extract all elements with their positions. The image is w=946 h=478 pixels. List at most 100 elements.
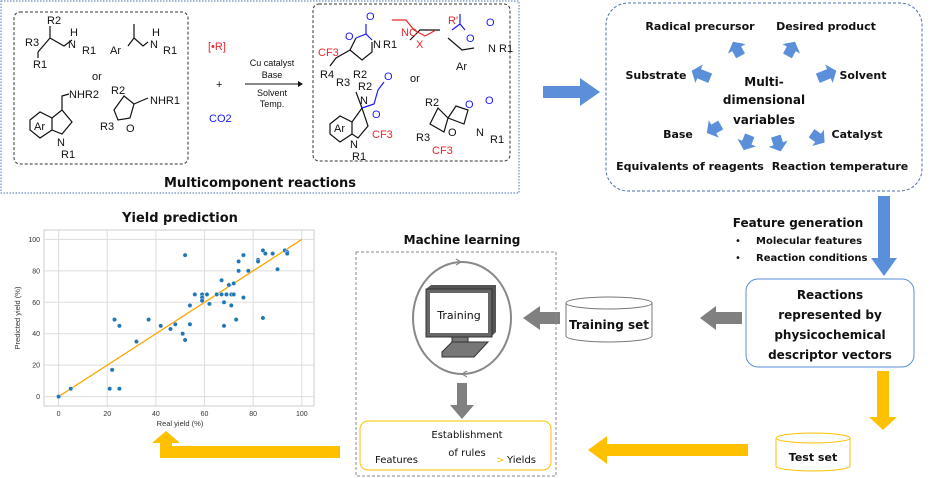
n-label: N: [476, 127, 484, 139]
variable-desired-product: Desired product: [776, 20, 876, 33]
catalyst-condition: Cu catalyst: [250, 58, 295, 68]
data-point: [199, 298, 205, 304]
r3-label: R3: [336, 77, 350, 89]
chart-title: Yield prediction: [121, 211, 238, 226]
data-point: [182, 252, 188, 258]
center-label-line3: variables: [733, 113, 795, 127]
n-label: N: [68, 39, 76, 51]
o-label: O: [466, 33, 475, 45]
variable-solvent: Solvent: [840, 69, 887, 82]
reactions-box-line3: physicochemical: [774, 328, 885, 342]
substrates-box: [13, 11, 189, 165]
r4-label: R4: [320, 69, 334, 81]
x-tick-label: 40: [152, 411, 160, 418]
radical-label: [•R]: [208, 41, 226, 53]
r3-label: R3: [25, 37, 39, 49]
y-ticks: 0 20 40 60 80 100: [28, 237, 40, 401]
bullet-reaction-conditions: Reaction conditions: [756, 253, 868, 264]
cf3-label: CF3: [432, 145, 453, 157]
radial-arrow-icon: [737, 133, 757, 151]
test-set-cylinder: Test set: [775, 432, 851, 472]
data-point: [224, 292, 229, 297]
data-point: [187, 303, 193, 308]
data-point: [207, 301, 212, 307]
data-point: [236, 268, 241, 274]
data-point: [236, 259, 241, 264]
x-tick-label: 0: [57, 411, 61, 418]
r2-label: R2: [111, 85, 125, 97]
data-point: [255, 259, 261, 264]
yield-prediction-chart: Yield prediction 0 20 40 60 80 100 0 20 40 60 80 1…: [13, 211, 315, 428]
data-points: [56, 248, 290, 399]
x-tick-label: 20: [103, 411, 111, 418]
data-point: [158, 323, 164, 329]
x-tick-label: 60: [201, 411, 209, 418]
y-tick-label: 100: [28, 237, 40, 244]
o-label: O: [345, 31, 354, 43]
reactions-box-line4: descriptor vectors: [768, 348, 892, 362]
n-label: N: [57, 137, 65, 149]
arrow-up-icon: [152, 431, 340, 458]
feature-generation: Feature generation • Molecular features …: [733, 216, 868, 264]
x-axis-label: Real yield (%): [157, 419, 204, 428]
solvent-condition: Solvent: [257, 88, 288, 98]
data-point: [117, 386, 122, 392]
plus-label: +: [216, 79, 222, 91]
variable-temperature: Reaction temperature: [772, 160, 908, 173]
bullet-molecular-features: Molecular features: [756, 236, 862, 247]
r2-label: R2: [425, 97, 439, 109]
reactions-panel: R3 R2 R1 H N R1 Ar H N R1 or NHR2 R2 Ar …: [0, 0, 520, 194]
data-point: [221, 299, 227, 305]
data-point: [117, 323, 122, 329]
machine-learning-title: Machine learning: [404, 233, 521, 247]
ar-label: Ar: [110, 45, 121, 57]
product-structures: CF3 R4 R3 R2 O O N R1 NC X R' O O N R1 A…: [318, 11, 513, 163]
ar-label: Ar: [456, 61, 467, 73]
o-label: O: [486, 17, 495, 29]
y-axis-label: Predicted yield (%): [13, 286, 22, 349]
radial-arrow-icon: [727, 41, 746, 59]
reaction-conditions: Cu catalyst Base Solvent Temp.: [245, 58, 303, 109]
data-point: [109, 367, 115, 373]
o-label: O: [485, 95, 494, 107]
base-condition: Base: [262, 70, 283, 80]
temp-condition: Temp.: [260, 99, 285, 109]
reactions-box-line1: Reactions: [797, 288, 863, 302]
data-point: [231, 281, 237, 286]
cf3-label: CF3: [318, 47, 339, 59]
rules-box-line2: of rules: [448, 448, 485, 459]
r2-label: R2: [47, 15, 61, 27]
arrow-left-icon: [523, 306, 560, 330]
yields-label: Yields: [506, 455, 536, 466]
co2-label: CO2: [209, 113, 232, 125]
monitor-training-label: Training: [436, 309, 480, 322]
rules-box-line1: Establishment: [431, 430, 502, 441]
training-set-cylinder: Training set: [565, 296, 653, 343]
x-label: X: [416, 39, 424, 51]
data-point: [107, 386, 113, 392]
data-point: [260, 248, 266, 253]
n-label: N: [150, 39, 158, 51]
data-point: [270, 251, 276, 256]
r1-label: R1: [490, 134, 504, 146]
data-point: [214, 292, 220, 297]
data-point: [134, 339, 139, 344]
y-tick-label: 60: [32, 300, 40, 307]
data-point: [168, 326, 173, 332]
data-point: [192, 292, 198, 297]
data-point: [241, 295, 246, 300]
cf3-label: CF3: [372, 129, 393, 141]
variable-catalyst: Catalyst: [832, 128, 883, 141]
radial-arrow-icon: [815, 64, 837, 84]
bullet: •: [735, 236, 741, 247]
o-label: O: [384, 71, 393, 83]
data-point: [226, 282, 232, 288]
ar-label: Ar: [34, 121, 45, 133]
training-set-label: Training set: [569, 318, 649, 332]
center-label-line2: dimensional: [723, 93, 805, 107]
products-box: [312, 3, 511, 162]
data-point: [204, 292, 210, 297]
y-tick-label: 40: [32, 331, 40, 338]
reactions-panel-border: [0, 0, 520, 194]
